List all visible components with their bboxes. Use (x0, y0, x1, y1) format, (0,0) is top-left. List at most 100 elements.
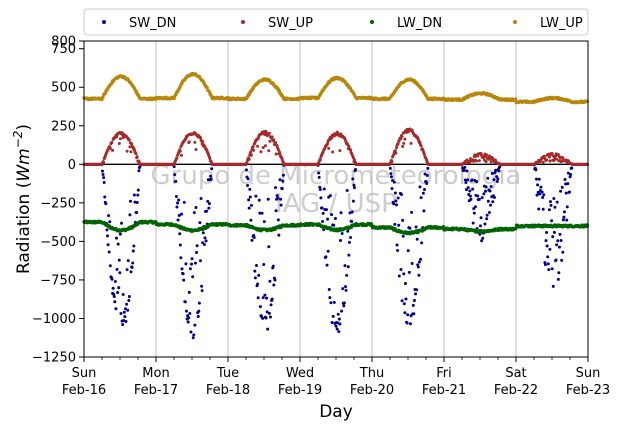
data-point (536, 183, 540, 187)
data-point (254, 194, 258, 198)
data-point (389, 172, 393, 176)
data-point (392, 202, 396, 206)
y-axis-title-exponent: −2 (11, 131, 25, 149)
data-point (538, 192, 542, 196)
data-point (182, 200, 186, 204)
data-point (329, 301, 333, 305)
data-point (472, 211, 476, 215)
data-point (345, 273, 349, 277)
data-point (187, 290, 191, 294)
data-point (318, 188, 322, 192)
data-point (342, 304, 346, 308)
data-point (492, 178, 496, 182)
data-point (174, 179, 178, 183)
data-point (332, 223, 336, 227)
y-tick-label: −1250 (32, 351, 76, 366)
data-point (461, 166, 465, 170)
data-point (337, 317, 341, 321)
data-point (397, 274, 401, 278)
data-point (201, 139, 205, 143)
data-point (254, 263, 258, 267)
data-point (173, 173, 177, 177)
data-point (336, 312, 340, 316)
data-point (273, 278, 277, 282)
data-point (102, 160, 106, 164)
data-point (135, 211, 139, 215)
data-point (548, 200, 552, 204)
data-point (182, 278, 186, 282)
data-point (342, 301, 346, 305)
data-point (370, 222, 374, 227)
data-point (399, 268, 403, 272)
data-point (200, 284, 204, 288)
data-point (534, 168, 538, 172)
data-point (392, 153, 396, 157)
data-point (193, 140, 197, 144)
data-point (401, 234, 405, 238)
data-point (107, 250, 111, 254)
data-point (339, 132, 343, 136)
data-point (191, 336, 195, 340)
data-point (537, 207, 541, 211)
data-point (321, 211, 325, 215)
data-point (136, 188, 140, 192)
data-point (115, 267, 119, 271)
data-point (321, 220, 325, 224)
data-layer (82, 71, 590, 340)
data-point (411, 303, 415, 307)
data-point (333, 217, 337, 221)
series-lw-dn (82, 219, 590, 236)
data-point (207, 202, 211, 206)
data-point (324, 208, 328, 212)
y-tick-label: 800 (51, 35, 76, 50)
data-point (203, 236, 207, 240)
data-point (421, 191, 425, 195)
data-point (199, 197, 203, 201)
x-tick-label-date: Feb-18 (206, 383, 250, 398)
x-tick-label-day: Wed (286, 366, 314, 381)
data-point (396, 142, 400, 146)
data-point (537, 177, 541, 181)
data-point (178, 149, 182, 153)
data-point (253, 276, 257, 280)
legend-box (83, 8, 589, 36)
data-point (475, 180, 479, 184)
data-point (422, 187, 426, 191)
data-point (540, 190, 544, 194)
data-point (488, 189, 492, 193)
data-point (394, 199, 398, 203)
data-point (192, 333, 196, 337)
data-point (402, 141, 406, 145)
data-point (137, 169, 141, 173)
data-point (425, 173, 429, 177)
watermark-line-2: IAG / USP (275, 189, 397, 219)
data-point (176, 201, 180, 205)
data-point (114, 236, 118, 240)
data-point (274, 152, 278, 156)
data-point (134, 152, 138, 156)
data-point (127, 299, 131, 303)
data-point (327, 288, 331, 292)
data-point (560, 258, 564, 262)
data-point (102, 176, 106, 180)
data-point (194, 206, 198, 210)
data-point (412, 312, 416, 316)
x-tick-label-day: Mon (142, 366, 169, 381)
data-point (417, 273, 421, 277)
data-point (262, 220, 266, 224)
data-point (465, 169, 469, 173)
data-point (478, 224, 482, 228)
data-point (320, 206, 324, 210)
data-point (317, 175, 321, 179)
data-point (107, 214, 111, 218)
data-point (129, 150, 133, 154)
data-point (388, 166, 392, 170)
data-point (477, 159, 481, 163)
data-point (330, 213, 334, 217)
data-point (277, 233, 281, 237)
data-point (276, 148, 280, 152)
data-point (463, 178, 467, 182)
data-point (205, 86, 209, 90)
x-tick-label-day: Sun (72, 366, 97, 381)
